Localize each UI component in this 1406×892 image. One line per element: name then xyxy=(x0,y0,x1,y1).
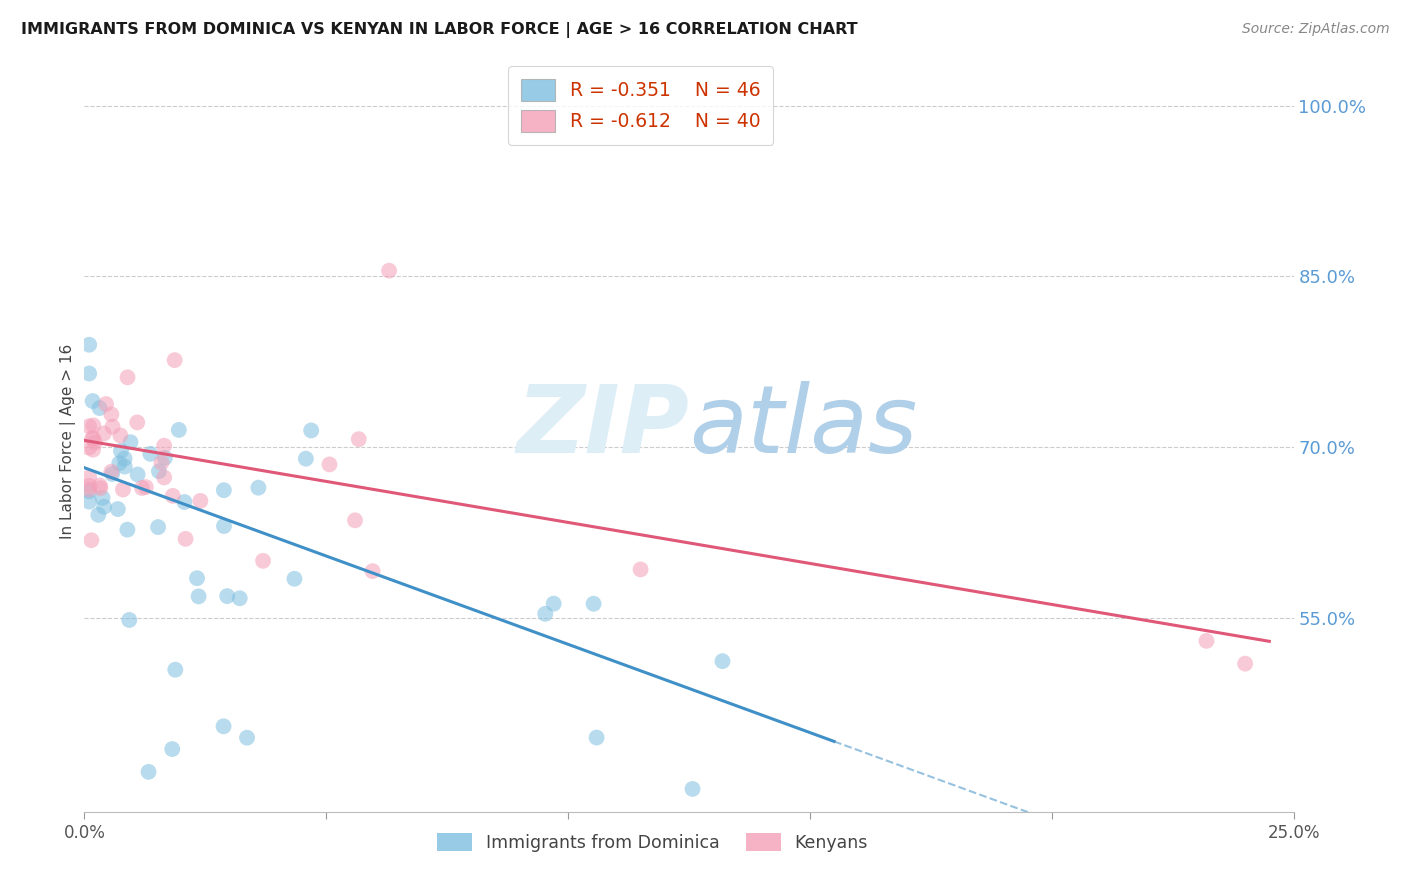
Text: IMMIGRANTS FROM DOMINICA VS KENYAN IN LABOR FORCE | AGE > 16 CORRELATION CHART: IMMIGRANTS FROM DOMINICA VS KENYAN IN LA… xyxy=(21,22,858,38)
Point xyxy=(217,589,239,603)
Point xyxy=(138,764,160,779)
Point xyxy=(1234,657,1257,671)
Point xyxy=(111,483,134,497)
Point xyxy=(89,478,111,492)
Point xyxy=(228,591,250,606)
Point xyxy=(108,456,131,470)
Point xyxy=(135,480,157,494)
Point xyxy=(630,562,652,576)
Point xyxy=(94,397,117,411)
Point xyxy=(344,513,367,527)
Point xyxy=(212,519,235,533)
Text: ZIP: ZIP xyxy=(516,381,689,473)
Point xyxy=(77,494,100,508)
Point xyxy=(77,337,100,351)
Point xyxy=(77,483,100,497)
Point xyxy=(543,597,565,611)
Point xyxy=(173,495,195,509)
Point xyxy=(91,491,114,505)
Point xyxy=(139,447,162,461)
Point xyxy=(82,418,104,433)
Point xyxy=(190,494,212,508)
Point xyxy=(82,431,104,445)
Point xyxy=(160,742,183,756)
Point xyxy=(84,435,107,450)
Y-axis label: In Labor Force | Age > 16: In Labor Force | Age > 16 xyxy=(60,344,76,539)
Point xyxy=(100,465,122,479)
Point xyxy=(114,459,136,474)
Point xyxy=(150,456,173,470)
Point xyxy=(186,571,208,585)
Point xyxy=(93,426,115,441)
Point xyxy=(582,597,605,611)
Point xyxy=(162,489,184,503)
Legend: Immigrants from Dominica, Kenyans: Immigrants from Dominica, Kenyans xyxy=(430,826,875,859)
Point xyxy=(299,424,322,438)
Point xyxy=(318,458,340,472)
Point xyxy=(711,654,734,668)
Point xyxy=(187,590,209,604)
Point xyxy=(80,533,103,548)
Point xyxy=(165,663,187,677)
Point xyxy=(110,428,132,442)
Point xyxy=(107,502,129,516)
Point xyxy=(100,408,122,422)
Point xyxy=(77,484,100,499)
Point xyxy=(117,370,139,384)
Point xyxy=(127,467,149,482)
Point xyxy=(585,731,607,745)
Point xyxy=(114,451,136,466)
Point xyxy=(89,401,111,415)
Point xyxy=(167,423,190,437)
Point xyxy=(82,431,104,445)
Point xyxy=(236,731,259,745)
Point xyxy=(378,263,401,277)
Point xyxy=(534,607,557,621)
Point xyxy=(117,523,139,537)
Point xyxy=(118,613,141,627)
Point xyxy=(174,532,197,546)
Point xyxy=(212,719,235,733)
Point xyxy=(148,464,170,478)
Point xyxy=(77,367,100,381)
Point xyxy=(153,470,176,484)
Point xyxy=(361,564,384,578)
Point xyxy=(347,432,370,446)
Point xyxy=(110,444,132,458)
Text: atlas: atlas xyxy=(689,381,917,472)
Point xyxy=(153,450,176,465)
Point xyxy=(89,481,111,495)
Text: Source: ZipAtlas.com: Source: ZipAtlas.com xyxy=(1241,22,1389,37)
Point xyxy=(252,554,274,568)
Point xyxy=(77,478,100,492)
Point xyxy=(283,572,305,586)
Point xyxy=(77,441,100,455)
Point xyxy=(101,419,124,434)
Point xyxy=(1195,633,1218,648)
Point xyxy=(93,500,115,514)
Point xyxy=(87,508,110,522)
Point xyxy=(82,442,104,457)
Point xyxy=(163,353,186,368)
Point xyxy=(247,481,270,495)
Point xyxy=(120,435,142,450)
Point xyxy=(131,481,153,495)
Point xyxy=(153,439,176,453)
Point xyxy=(77,419,100,434)
Point xyxy=(101,467,124,481)
Point xyxy=(127,416,149,430)
Point xyxy=(682,781,704,796)
Point xyxy=(77,470,100,484)
Point xyxy=(212,483,235,498)
Point xyxy=(146,520,169,534)
Point xyxy=(295,451,318,466)
Point xyxy=(82,394,104,409)
